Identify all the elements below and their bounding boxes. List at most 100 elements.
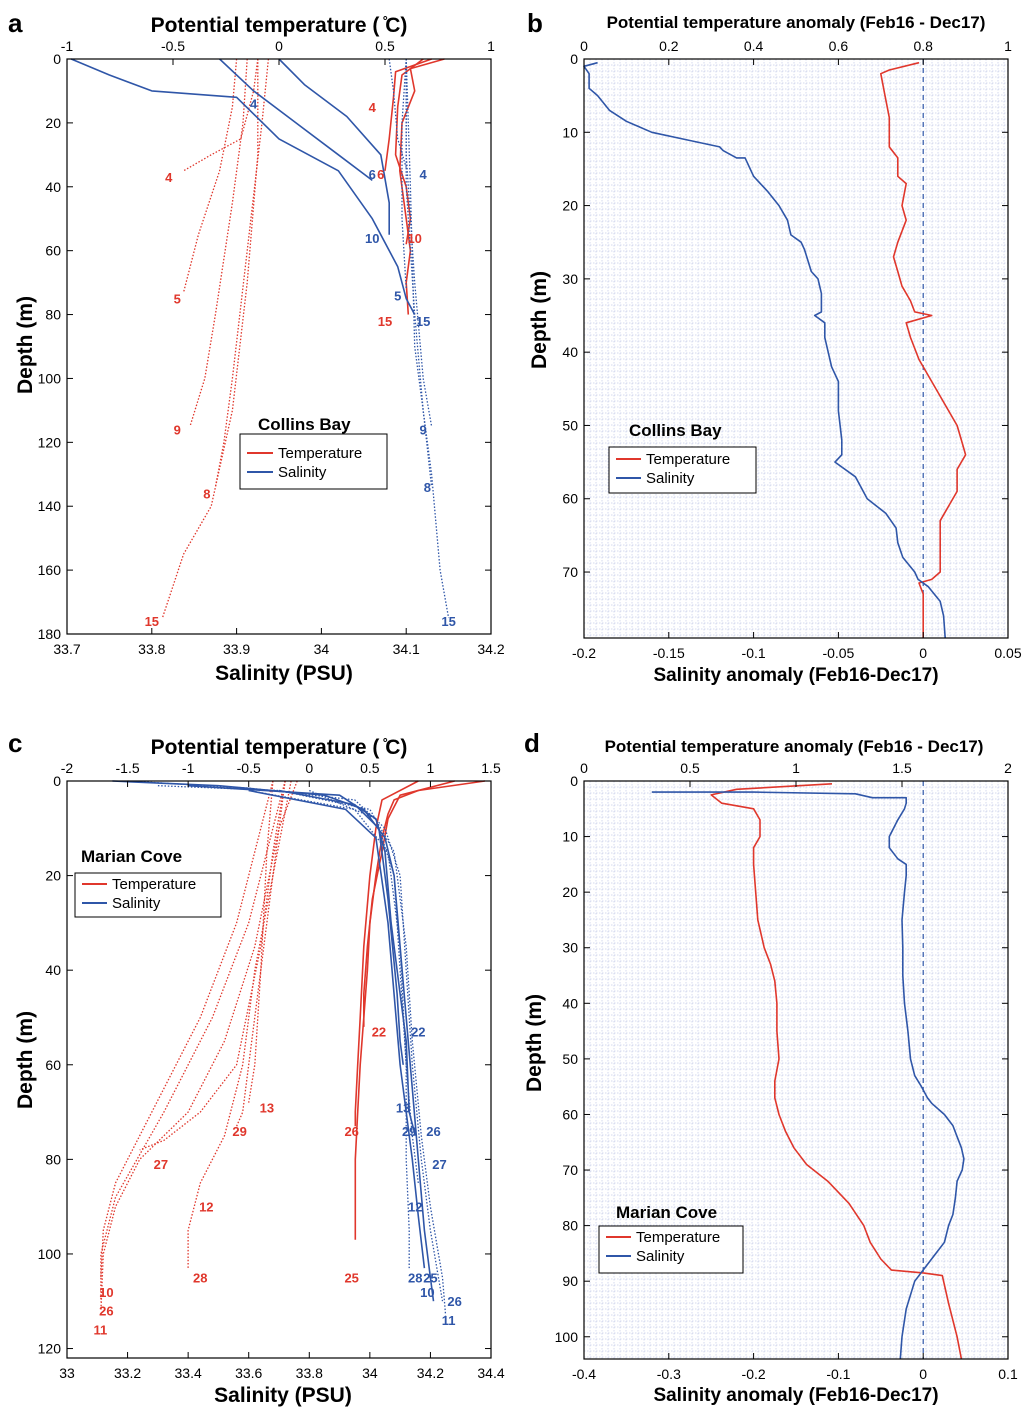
y-tick-label: 90 (562, 1273, 578, 1289)
y-tick-label: 180 (38, 626, 62, 642)
temperature-profile-line (879, 61, 967, 638)
temperature-profile-line (236, 780, 274, 1127)
panel-d-plot: -0.4 -0.3 -0.2 -0.1 0 0.10 0.5 1 1.5 201020304050… (555, 760, 1018, 1382)
x-bottom-tick-label: -0.15 (653, 645, 685, 661)
x-top-tick-label: 2 (1004, 760, 1012, 776)
x-bottom-tick-label: -0.2 (572, 645, 596, 661)
panel-d-legend: Marian Cove Temperature Salinity (598, 1203, 744, 1274)
temperature-profile-line (100, 780, 298, 1311)
x-bottom-tick-label: 33.8 (296, 1365, 323, 1381)
salinity-profile-line (70, 58, 416, 315)
legend-salinity-label: Salinity (112, 895, 161, 912)
station-label: 22 (372, 1025, 386, 1040)
x-bottom-tick-label: 0 (919, 645, 927, 661)
y-tick-label: 30 (562, 940, 578, 956)
temperature-profile-line (187, 780, 286, 1269)
y-tick-label: 50 (562, 1051, 578, 1067)
x-bottom-tick-label: -0.4 (572, 1366, 596, 1382)
x-top-tick-label: 1.5 (892, 760, 912, 776)
panel-a-ylabel: Depth (m) (14, 296, 37, 394)
station-label: 26 (99, 1304, 113, 1319)
x-bottom-tick-label: -0.05 (822, 645, 854, 661)
panel-b-legend: Collins Bay Temperature Salinity (608, 421, 757, 494)
legend-box (598, 1225, 744, 1274)
x-bottom-tick-label: 0 (919, 1366, 927, 1382)
panel-c-title: Potential temperature ( ̊C) (151, 736, 408, 759)
panel-c: c Potential temperature ( ̊C) Salinity (… (8, 728, 505, 1407)
x-top-tick-label: 1 (1004, 38, 1012, 54)
panel-letter-c: c (8, 728, 22, 758)
station-label: 4 (369, 100, 377, 115)
y-tick-label: 20 (45, 868, 61, 884)
panel-b-title: Potential temperature anomaly (Feb16 - D… (607, 13, 986, 32)
legend-title: Marian Cove (81, 847, 182, 866)
station-label: 13 (396, 1100, 410, 1115)
x-top-tick-label: 0.4 (744, 38, 764, 54)
x-bottom-tick-label: 34.2 (477, 641, 504, 657)
legend-salinity-label: Salinity (646, 470, 695, 487)
temperature-profile-line (384, 58, 432, 171)
temperature-profile-line (214, 58, 270, 488)
x-top-tick-label: -1.5 (116, 760, 140, 776)
y-tick-label: 120 (38, 434, 62, 450)
station-label: 10 (407, 231, 421, 246)
temperature-profile-line (100, 780, 286, 1302)
station-label: 25 (344, 1271, 358, 1286)
x-top-tick-label: 0 (580, 38, 588, 54)
x-top-tick-label: 0.6 (829, 38, 849, 54)
x-bottom-tick-label: 33.4 (175, 1365, 202, 1381)
y-tick-label: 140 (38, 498, 62, 514)
x-top-tick-label: 1.5 (481, 760, 501, 776)
panel-b-xlabel: Salinity anomaly (Feb16-Dec17) (653, 665, 938, 686)
station-label: 26 (447, 1294, 461, 1309)
station-label: 29 (402, 1124, 416, 1139)
plot-frame (66, 58, 492, 635)
x-bottom-tick-label: -0.3 (657, 1366, 681, 1382)
grid (583, 58, 1008, 638)
panel-d-title: Potential temperature anomaly (Feb16 - D… (605, 737, 984, 756)
y-tick-label: 60 (562, 1106, 578, 1122)
salinity-profile-line (309, 789, 419, 1184)
x-top-tick-label: 0.5 (375, 38, 395, 54)
x-top-tick-label: -0.5 (237, 760, 261, 776)
plot-frame (583, 58, 1009, 639)
panel-c-xlabel: Salinity (PSU) (214, 1384, 352, 1407)
x-top-tick-label: 1 (427, 760, 435, 776)
station-label: 28 (193, 1271, 207, 1286)
station-label: 9 (420, 423, 427, 438)
station-label: 4 (250, 97, 258, 112)
panel-b-plot: -0.2 -0.15 -0.1 -0.05 0 0.050 0.2 0.4 0.6 0.8 1010… (562, 38, 1021, 661)
station-label: 6 (377, 167, 384, 182)
salinity-profile-line (188, 784, 417, 1136)
panel-letter-b: b (527, 8, 543, 38)
temperature-profile-line (189, 58, 248, 427)
panel-a-title: Potential temperature ( ̊C) (151, 14, 408, 37)
station-label: 5 (174, 292, 181, 307)
legend-salinity-label: Salinity (636, 1248, 685, 1265)
y-tick-label: 70 (562, 1162, 578, 1178)
station-label: 15 (378, 314, 392, 329)
x-top-tick-label: 1 (487, 38, 495, 54)
y-tick-label: 20 (45, 115, 61, 131)
station-label: 29 (232, 1124, 246, 1139)
station-label: 26 (344, 1124, 358, 1139)
x-bottom-tick-label: -0.1 (826, 1366, 850, 1382)
x-bottom-tick-label: 33.8 (138, 641, 165, 657)
x-bottom-tick-label: 33.2 (114, 1365, 141, 1381)
x-top-tick-label: -1 (182, 760, 195, 776)
panel-a: a Potential temperature ( ̊C) Salinity (… (8, 8, 505, 685)
x-bottom-tick-label: 33.6 (235, 1365, 262, 1381)
panel-c-ylabel: Depth (m) (14, 1011, 37, 1109)
x-top-tick-label: -1 (61, 38, 74, 54)
legend-salinity-label: Salinity (278, 464, 327, 481)
legend-box (239, 433, 388, 490)
y-tick-label: 20 (562, 198, 578, 214)
salinity-profile-line (248, 789, 410, 1269)
x-bottom-tick-label: 34.1 (393, 641, 420, 657)
x-top-tick-label: -0.5 (161, 38, 185, 54)
panel-b-ylabel: Depth (m) (528, 271, 551, 369)
y-tick-label: 160 (38, 562, 62, 578)
x-bottom-tick-label: 34 (362, 1365, 378, 1381)
legend-temperature-label: Temperature (278, 445, 362, 462)
temperature-profile-line (354, 780, 486, 1240)
